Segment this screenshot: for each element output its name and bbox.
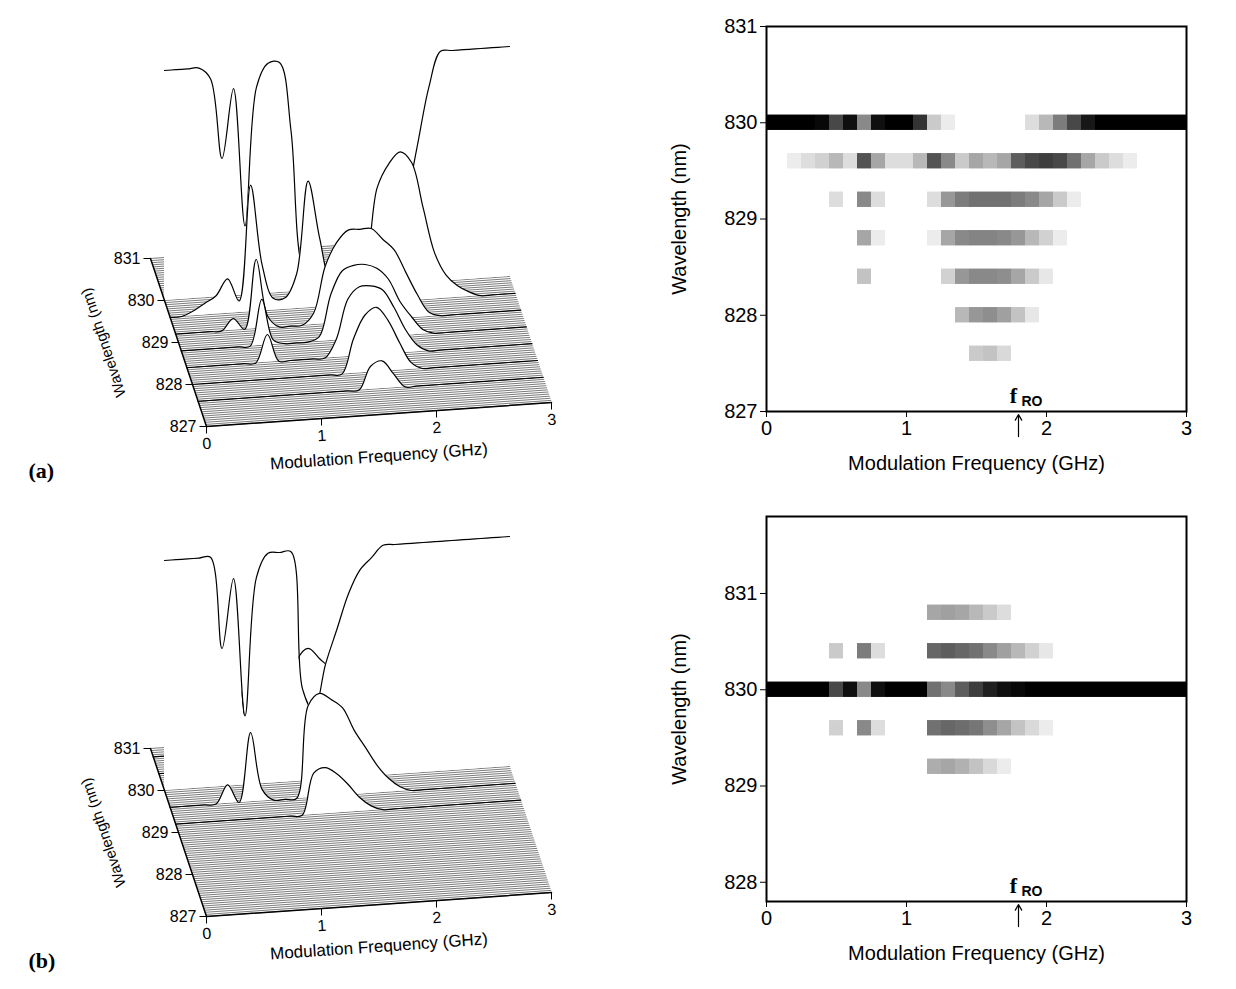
svg-text:829: 829 [142,334,169,351]
svg-text:831: 831 [724,15,757,37]
svg-text:2: 2 [1041,907,1052,929]
svg-text:Wavelength (nm): Wavelength (nm) [668,143,690,295]
svg-text:830: 830 [128,292,155,309]
svg-text:0: 0 [202,925,212,943]
svg-text:827: 827 [170,908,197,925]
svg-text:831: 831 [114,250,141,267]
svg-text:Modulation Frequency (GHz): Modulation Frequency (GHz) [848,452,1105,474]
svg-text:3: 3 [547,901,557,919]
svg-text:2: 2 [432,419,442,437]
svg-text:(a): (a) [29,458,55,483]
svg-text:f: f [1010,873,1018,898]
svg-text:828: 828 [724,871,757,893]
svg-text:829: 829 [724,774,757,796]
svg-text:0: 0 [202,435,212,453]
svg-text:Modulation Frequency (GHz): Modulation Frequency (GHz) [269,439,488,473]
svg-text:2: 2 [432,909,442,927]
svg-text:827: 827 [724,400,757,422]
svg-text:2: 2 [1041,417,1052,439]
svg-text:1: 1 [901,907,912,929]
svg-text:3: 3 [1181,907,1192,929]
svg-text:830: 830 [128,782,155,799]
svg-text:830: 830 [724,111,757,133]
svg-text:828: 828 [156,376,183,393]
svg-text:Wavelength (nm): Wavelength (nm) [668,633,690,785]
svg-text:827: 827 [170,418,197,435]
svg-text:1: 1 [901,417,912,439]
svg-text:(b): (b) [29,948,56,973]
svg-text:3: 3 [547,411,557,429]
svg-text:Wavelength (nm): Wavelength (nm) [77,286,129,399]
svg-text:Modulation Frequency (GHz): Modulation Frequency (GHz) [269,929,488,963]
svg-text:831: 831 [114,740,141,757]
svg-text:Wavelength (nm): Wavelength (nm) [77,776,129,889]
svg-text:829: 829 [142,824,169,841]
svg-text:f: f [1010,383,1018,408]
svg-text:828: 828 [156,866,183,883]
svg-text:0: 0 [761,907,772,929]
svg-text:1: 1 [317,427,327,445]
svg-text:829: 829 [724,207,757,229]
svg-text:0: 0 [761,417,772,439]
svg-text:828: 828 [724,304,757,326]
svg-text:1: 1 [317,917,327,935]
svg-text:RO: RO [1022,883,1043,899]
svg-text:Modulation Frequency (GHz): Modulation Frequency (GHz) [848,942,1105,964]
svg-text:3: 3 [1181,417,1192,439]
svg-text:831: 831 [724,582,757,604]
svg-text:830: 830 [724,678,757,700]
svg-text:RO: RO [1022,393,1043,409]
